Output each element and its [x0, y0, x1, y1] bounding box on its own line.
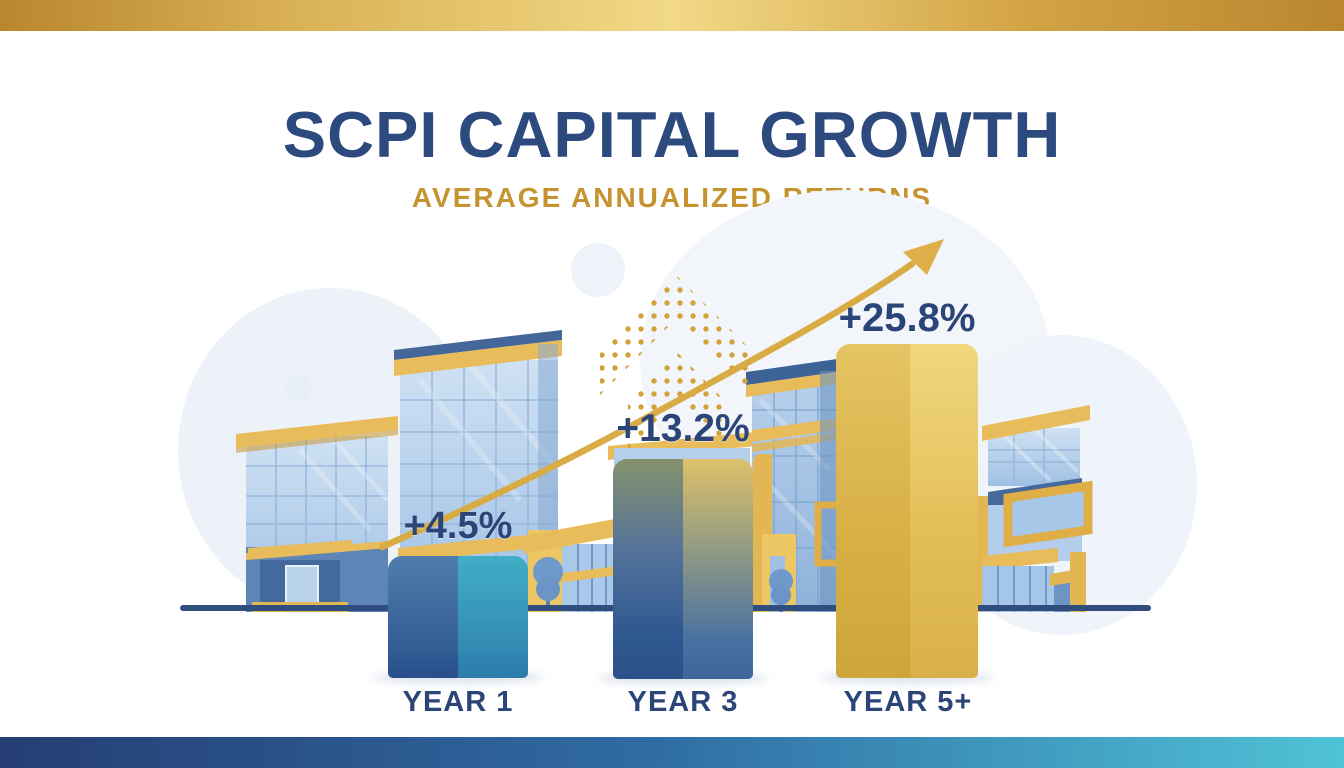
bar-year-1-left-face: [388, 556, 458, 678]
bar-category-label-year-1: YEAR 1: [402, 686, 514, 718]
bar-category-label-year-5: YEAR 5+: [843, 686, 973, 718]
bottom-accent-bar: [0, 737, 1344, 768]
dotted-chevron-pattern: [600, 276, 754, 450]
bar-value-label-year-1: +4.5%: [403, 505, 513, 547]
bar-year-5-left-face: [836, 344, 910, 678]
building-right: [976, 405, 1093, 612]
bar-year-3-right-face: [683, 459, 753, 679]
bar-year-5: [836, 344, 978, 678]
building-tower: [746, 358, 846, 612]
tree-icon: [769, 569, 793, 612]
building-left: [236, 416, 398, 613]
bar-year-3: [613, 459, 753, 679]
bar-value-label-year-5: +25.8%: [838, 296, 976, 340]
bar-value-label-year-3: +13.2%: [616, 407, 750, 450]
growth-arrow-icon: [378, 239, 944, 551]
top-accent-bar: [0, 0, 1344, 31]
page-title: SCPI CAPITAL GROWTH: [282, 98, 1062, 171]
bar-category-label-year-3: YEAR 3: [627, 686, 739, 718]
bar-year-1-right-face: [458, 556, 528, 678]
tree-icon: [533, 557, 563, 610]
bar-year-3-left-face: [613, 459, 683, 679]
bar-year-5-right-face: [909, 344, 978, 678]
bar-year-1: [388, 556, 528, 678]
